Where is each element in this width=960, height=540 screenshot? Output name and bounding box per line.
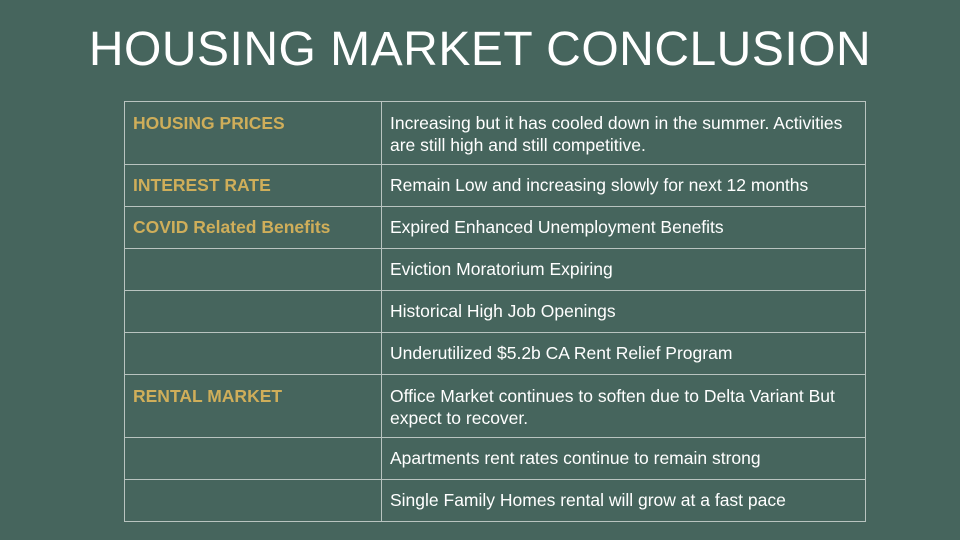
row-label: INTEREST RATE	[124, 164, 382, 207]
row-value: Historical High Job Openings	[381, 290, 866, 333]
row-label	[124, 332, 382, 375]
row-value: Remain Low and increasing slowly for nex…	[381, 164, 866, 207]
table-row: Eviction Moratorium Expiring	[124, 248, 866, 291]
conclusion-table: HOUSING PRICES Increasing but it has coo…	[124, 101, 866, 522]
row-value: Expired Enhanced Unemployment Benefits	[381, 206, 866, 249]
row-label	[124, 479, 382, 522]
row-label: COVID Related Benefits	[124, 206, 382, 249]
table-row: INTEREST RATE Remain Low and increasing …	[124, 164, 866, 207]
table-row: HOUSING PRICES Increasing but it has coo…	[124, 101, 866, 165]
row-value: Underutilized $5.2b CA Rent Relief Progr…	[381, 332, 866, 375]
row-label	[124, 290, 382, 333]
slide-title: HOUSING MARKET CONCLUSION	[88, 23, 872, 76]
table-row: Apartments rent rates continue to remain…	[124, 437, 866, 480]
row-value: Office Market continues to soften due to…	[381, 374, 866, 438]
table-row: Historical High Job Openings	[124, 290, 866, 333]
row-label	[124, 248, 382, 291]
row-label: RENTAL MARKET	[124, 374, 382, 438]
row-value: Apartments rent rates continue to remain…	[381, 437, 866, 480]
row-value: Increasing but it has cooled down in the…	[381, 101, 866, 165]
row-value: Single Family Homes rental will grow at …	[381, 479, 866, 522]
row-value: Eviction Moratorium Expiring	[381, 248, 866, 291]
row-label: HOUSING PRICES	[124, 101, 382, 165]
table-row: Underutilized $5.2b CA Rent Relief Progr…	[124, 332, 866, 375]
row-label	[124, 437, 382, 480]
table-row: RENTAL MARKET Office Market continues to…	[124, 374, 866, 438]
table-row: Single Family Homes rental will grow at …	[124, 479, 866, 522]
table-row: COVID Related Benefits Expired Enhanced …	[124, 206, 866, 249]
